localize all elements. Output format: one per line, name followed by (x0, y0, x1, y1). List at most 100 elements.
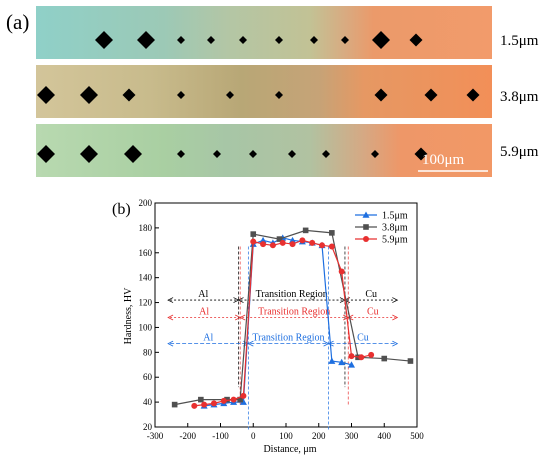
y-tick-label: 100 (139, 322, 153, 332)
x-tick-label: 300 (345, 431, 359, 441)
strip-1-label: 1.5μm (500, 33, 539, 49)
data-point (348, 353, 355, 360)
data-point (230, 396, 237, 403)
micrograph-strip-1 (36, 6, 492, 59)
region-label-al: Al (203, 333, 213, 344)
indent-mark (207, 36, 215, 44)
data-point (171, 401, 178, 408)
indent-mark (322, 150, 330, 158)
data-point (358, 354, 365, 361)
indent-mark (122, 88, 136, 102)
indent-mark (37, 86, 55, 104)
data-point (328, 243, 335, 250)
panel-b-label: (b) (112, 201, 131, 218)
x-tick-label: 500 (410, 431, 424, 441)
y-tick-label: 60 (143, 372, 153, 382)
data-point (198, 396, 204, 403)
indent-mark (414, 147, 428, 161)
y-tick-label: 120 (139, 298, 153, 308)
data-point (407, 358, 414, 364)
indent-mark (371, 150, 379, 158)
data-point (276, 236, 283, 242)
indent-mark (341, 36, 349, 44)
indent-mark (424, 88, 438, 102)
data-point (239, 398, 247, 405)
data-point (269, 242, 276, 249)
data-point (210, 400, 217, 407)
strip-2-label: 3.8μm (500, 89, 539, 105)
data-point (289, 241, 296, 248)
indent-mark (310, 36, 318, 44)
data-point (309, 239, 316, 246)
indent-mark (466, 88, 480, 102)
data-point (250, 231, 257, 237)
indent-mark (275, 91, 283, 99)
data-point (368, 351, 375, 358)
indent-mark (275, 36, 283, 44)
data-point (319, 242, 326, 249)
y-tick-label: 140 (139, 273, 153, 283)
x-tick-label: 200 (312, 431, 326, 441)
data-point (237, 396, 243, 403)
indent-mark (137, 31, 155, 49)
y-tick-label: 180 (139, 223, 153, 233)
strip-3-label: 5.9μm (500, 144, 539, 160)
indent-mark (80, 86, 98, 104)
micrograph-strip-3-image (36, 124, 492, 177)
data-point (279, 239, 286, 246)
y-tick-label: 200 (139, 198, 153, 208)
data-point (299, 237, 306, 244)
indent-mark (372, 31, 390, 49)
region-label-cu: Cu (357, 333, 369, 344)
legend-label: 3.8μm (382, 223, 408, 234)
series-line (204, 237, 352, 407)
data-point (220, 397, 227, 404)
indent-mark (226, 91, 234, 99)
indent-mark (177, 150, 185, 158)
indent-mark (124, 145, 142, 163)
region-arrowhead (392, 314, 399, 321)
region-label-al: Al (199, 306, 209, 317)
region-arrowhead (167, 314, 174, 321)
data-point (260, 241, 267, 248)
x-tick-label: -200 (180, 431, 197, 441)
region-arrowhead (167, 297, 174, 303)
y-tick-label: 160 (139, 248, 153, 258)
indent-mark (288, 150, 296, 158)
data-point (338, 268, 345, 275)
indent-mark (37, 145, 55, 163)
data-point (201, 401, 208, 408)
micrograph-strip-3: 100μm (36, 124, 492, 177)
panel-a-label: (a) (6, 10, 30, 34)
indent-mark (177, 36, 185, 44)
data-point (328, 357, 336, 364)
data-point (250, 238, 257, 245)
y-tick-label: 40 (143, 397, 153, 407)
data-point (224, 396, 230, 403)
legend-label: 5.9μm (382, 235, 408, 246)
region-label-transition: Transition Region (258, 306, 330, 317)
x-tick-label: 400 (378, 431, 392, 441)
x-axis-title: Distance, μm (263, 444, 316, 455)
indent-mark (374, 88, 388, 102)
data-point (338, 358, 346, 366)
indent-mark (213, 150, 221, 158)
region-label-transition: Transition Region (252, 333, 324, 344)
data-point (348, 361, 355, 368)
y-tick-label: 20 (143, 422, 153, 432)
x-tick-label: 100 (279, 431, 293, 441)
data-point (329, 230, 335, 236)
micrograph-strip-2-image (36, 65, 492, 118)
region-label-al: Al (198, 289, 208, 300)
indent-mark (249, 150, 257, 158)
data-point (240, 392, 247, 399)
region-label-transition: Transition Region (256, 289, 328, 300)
region-label-cu: Cu (365, 289, 377, 300)
indent-mark (177, 91, 185, 99)
legend-marker (363, 224, 369, 230)
data-point (289, 236, 297, 244)
legend-marker (363, 236, 369, 242)
region-arrowhead (237, 297, 244, 303)
scale-bar-label: 100μm (422, 152, 465, 168)
